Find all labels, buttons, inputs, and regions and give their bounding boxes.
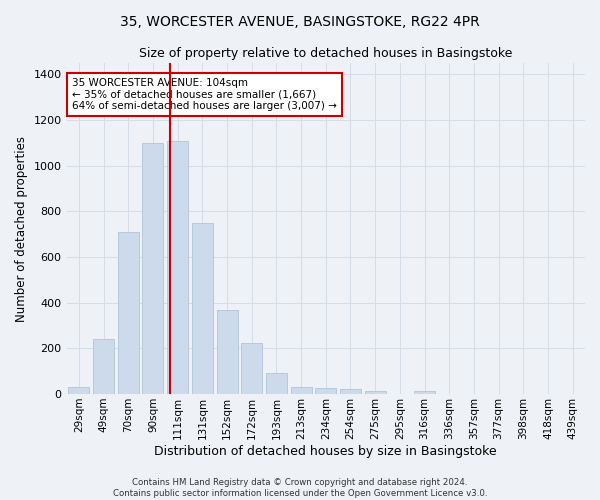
Text: 35 WORCESTER AVENUE: 104sqm
← 35% of detached houses are smaller (1,667)
64% of : 35 WORCESTER AVENUE: 104sqm ← 35% of det… <box>72 78 337 111</box>
Bar <box>142 143 163 394</box>
Bar <box>167 140 188 394</box>
Bar <box>68 387 89 394</box>
Bar <box>241 342 262 394</box>
Y-axis label: Number of detached properties: Number of detached properties <box>15 136 28 322</box>
Bar <box>192 223 213 394</box>
Bar <box>315 388 336 394</box>
Bar <box>217 310 238 394</box>
Bar <box>414 392 435 394</box>
Bar <box>266 374 287 394</box>
Bar <box>365 390 386 394</box>
Text: Contains HM Land Registry data © Crown copyright and database right 2024.
Contai: Contains HM Land Registry data © Crown c… <box>113 478 487 498</box>
Text: 35, WORCESTER AVENUE, BASINGSTOKE, RG22 4PR: 35, WORCESTER AVENUE, BASINGSTOKE, RG22 … <box>120 15 480 29</box>
Bar <box>290 387 311 394</box>
Bar <box>93 340 114 394</box>
X-axis label: Distribution of detached houses by size in Basingstoke: Distribution of detached houses by size … <box>154 444 497 458</box>
Bar <box>340 390 361 394</box>
Bar <box>118 232 139 394</box>
Title: Size of property relative to detached houses in Basingstoke: Size of property relative to detached ho… <box>139 48 512 60</box>
